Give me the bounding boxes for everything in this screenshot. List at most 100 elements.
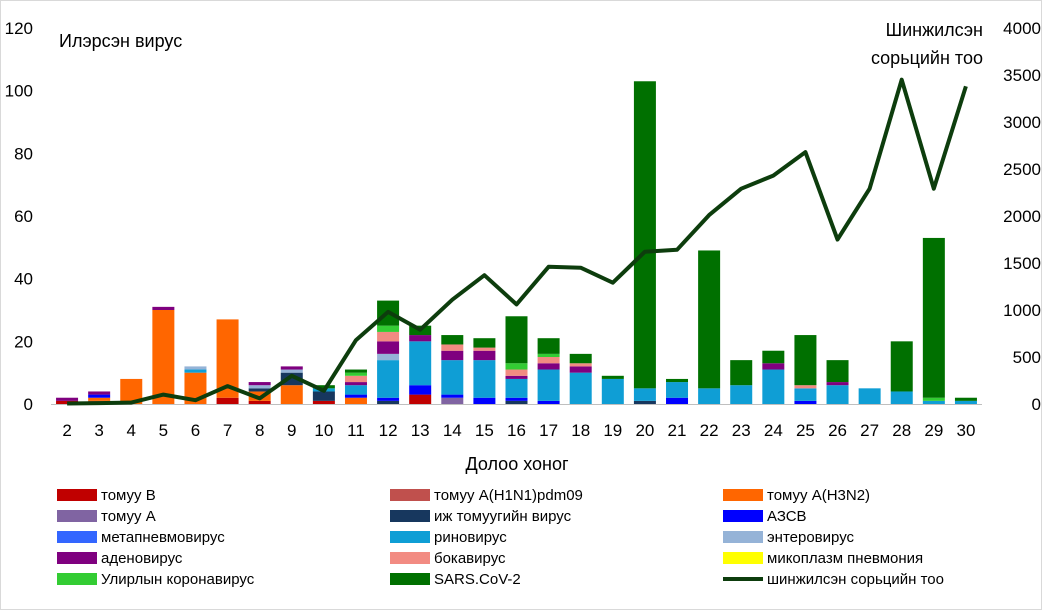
left-axis-title: Илэрсэн вирус bbox=[59, 31, 182, 51]
bar-segment bbox=[248, 388, 271, 392]
x-tick-label: 24 bbox=[764, 421, 783, 440]
x-tick-label: 29 bbox=[924, 421, 943, 440]
bar-segment bbox=[312, 385, 335, 389]
legend-swatch bbox=[57, 531, 97, 543]
legend-label: бокавирус bbox=[434, 550, 506, 567]
bar-segment bbox=[344, 397, 367, 404]
x-tick-label: 26 bbox=[828, 421, 847, 440]
bar-segment bbox=[569, 372, 592, 404]
legend-swatch bbox=[390, 573, 430, 585]
bar-segment bbox=[762, 369, 785, 404]
bar-segment bbox=[344, 369, 367, 373]
bar-segment bbox=[56, 400, 79, 404]
x-tick-label: 18 bbox=[571, 421, 590, 440]
x-tick-labels: 2 3 4 5 6 7 8 9 10 11 12 13 14 15 16 17 18 19 20 21 22 23 24 25… bbox=[62, 421, 975, 440]
bar-segment bbox=[184, 366, 207, 370]
bar-segment bbox=[377, 341, 400, 354]
x-tick-label: 14 bbox=[443, 421, 462, 440]
bar-segment bbox=[184, 369, 207, 373]
bar-segment bbox=[473, 397, 496, 404]
legend: томуу B томуу A(H1N1)pdm09 томуу A(H3N2) то… bbox=[57, 487, 944, 588]
bar-segment bbox=[441, 344, 464, 351]
bar-segment bbox=[377, 325, 400, 332]
bar-segment bbox=[698, 388, 721, 404]
y-right-tick-labels: 0 500 1000 1500 2000 2500 3000 3500 4000 bbox=[1003, 19, 1041, 414]
bar-segment bbox=[505, 363, 528, 370]
bar-segment bbox=[280, 369, 303, 373]
bar-segment bbox=[377, 400, 400, 404]
x-tick-label: 10 bbox=[314, 421, 333, 440]
bar-segment bbox=[216, 319, 239, 398]
y-right-tick-label: 4000 bbox=[1003, 19, 1041, 38]
x-tick-label: 15 bbox=[475, 421, 494, 440]
bar-segment bbox=[248, 385, 271, 389]
x-tick-label: 30 bbox=[956, 421, 975, 440]
x-tick-label: 27 bbox=[860, 421, 879, 440]
bar-segment bbox=[954, 397, 977, 401]
bar-segment bbox=[344, 375, 367, 383]
x-tick-label: 25 bbox=[796, 421, 815, 440]
y-left-tick-label: 40 bbox=[14, 270, 33, 289]
legend-label: томуу A bbox=[101, 508, 156, 525]
bar-segment bbox=[312, 391, 335, 401]
bar-segment bbox=[312, 400, 335, 404]
bar-segment bbox=[633, 400, 656, 404]
x-axis-title: Долоо хоног bbox=[465, 454, 568, 474]
x-tick-label: 28 bbox=[892, 421, 911, 440]
legend-label: энтеровирус bbox=[767, 529, 855, 546]
bar-segment bbox=[473, 338, 496, 348]
bar-segment bbox=[698, 250, 721, 389]
bar-segment bbox=[441, 350, 464, 361]
bar-segment bbox=[922, 237, 945, 398]
bar-segment bbox=[473, 347, 496, 351]
legend-label: томуу A(H3N2) bbox=[767, 487, 870, 504]
x-tick-label: 23 bbox=[732, 421, 751, 440]
bar-segment bbox=[826, 382, 849, 386]
legend-label: риновирус bbox=[434, 529, 507, 546]
bar-segment bbox=[505, 400, 528, 404]
x-tick-label: 8 bbox=[255, 421, 264, 440]
sample-count-line bbox=[67, 77, 968, 406]
bar-segment bbox=[666, 397, 689, 404]
bar-segment bbox=[633, 81, 656, 389]
bar-segment bbox=[441, 397, 464, 404]
bar-segment bbox=[377, 397, 400, 401]
legend-label: шинжилсэн сорьцийн тоо bbox=[767, 571, 944, 588]
y-left-tick-label: 20 bbox=[14, 332, 33, 351]
y-left-tick-labels: 0 20 40 60 80 100 120 bbox=[5, 19, 33, 414]
bar-segment bbox=[922, 400, 945, 404]
bar-segment bbox=[473, 360, 496, 398]
x-tick-label: 3 bbox=[94, 421, 103, 440]
bar-segment bbox=[890, 341, 913, 392]
bar-segment bbox=[441, 394, 464, 398]
y-left-tick-label: 100 bbox=[5, 82, 33, 101]
bar-segment bbox=[762, 350, 785, 364]
right-axis-title-line-2: сорьцийн тоо bbox=[871, 48, 983, 68]
bar-segment bbox=[473, 350, 496, 361]
y-right-tick-label: 2500 bbox=[1003, 160, 1041, 179]
y-left-tick-label: 120 bbox=[5, 19, 33, 38]
bar-segment bbox=[248, 382, 271, 386]
bar-segment bbox=[409, 385, 432, 395]
legend-label: иж томуугийн вирус bbox=[434, 508, 572, 525]
bar-segment bbox=[88, 391, 111, 395]
bar-segment bbox=[537, 338, 560, 354]
bar-segment bbox=[954, 400, 977, 404]
bar-layer bbox=[56, 81, 977, 404]
bar-segment bbox=[280, 366, 303, 370]
y-right-tick-label: 1000 bbox=[1003, 301, 1041, 320]
bar-segment bbox=[409, 341, 432, 386]
legend-label: аденовирус bbox=[101, 550, 183, 567]
bar-segment bbox=[120, 378, 143, 404]
x-tick-label: 5 bbox=[159, 421, 168, 440]
right-axis-title-line-1: Шинжилсэн bbox=[886, 20, 983, 40]
x-tick-label: 4 bbox=[127, 421, 136, 440]
legend-label: микоплазм пневмония bbox=[767, 550, 923, 567]
bar-segment bbox=[505, 316, 528, 364]
bar-segment bbox=[537, 400, 560, 404]
bar-segment bbox=[537, 353, 560, 357]
bar-segment bbox=[56, 397, 79, 401]
legend-swatch bbox=[723, 510, 763, 522]
